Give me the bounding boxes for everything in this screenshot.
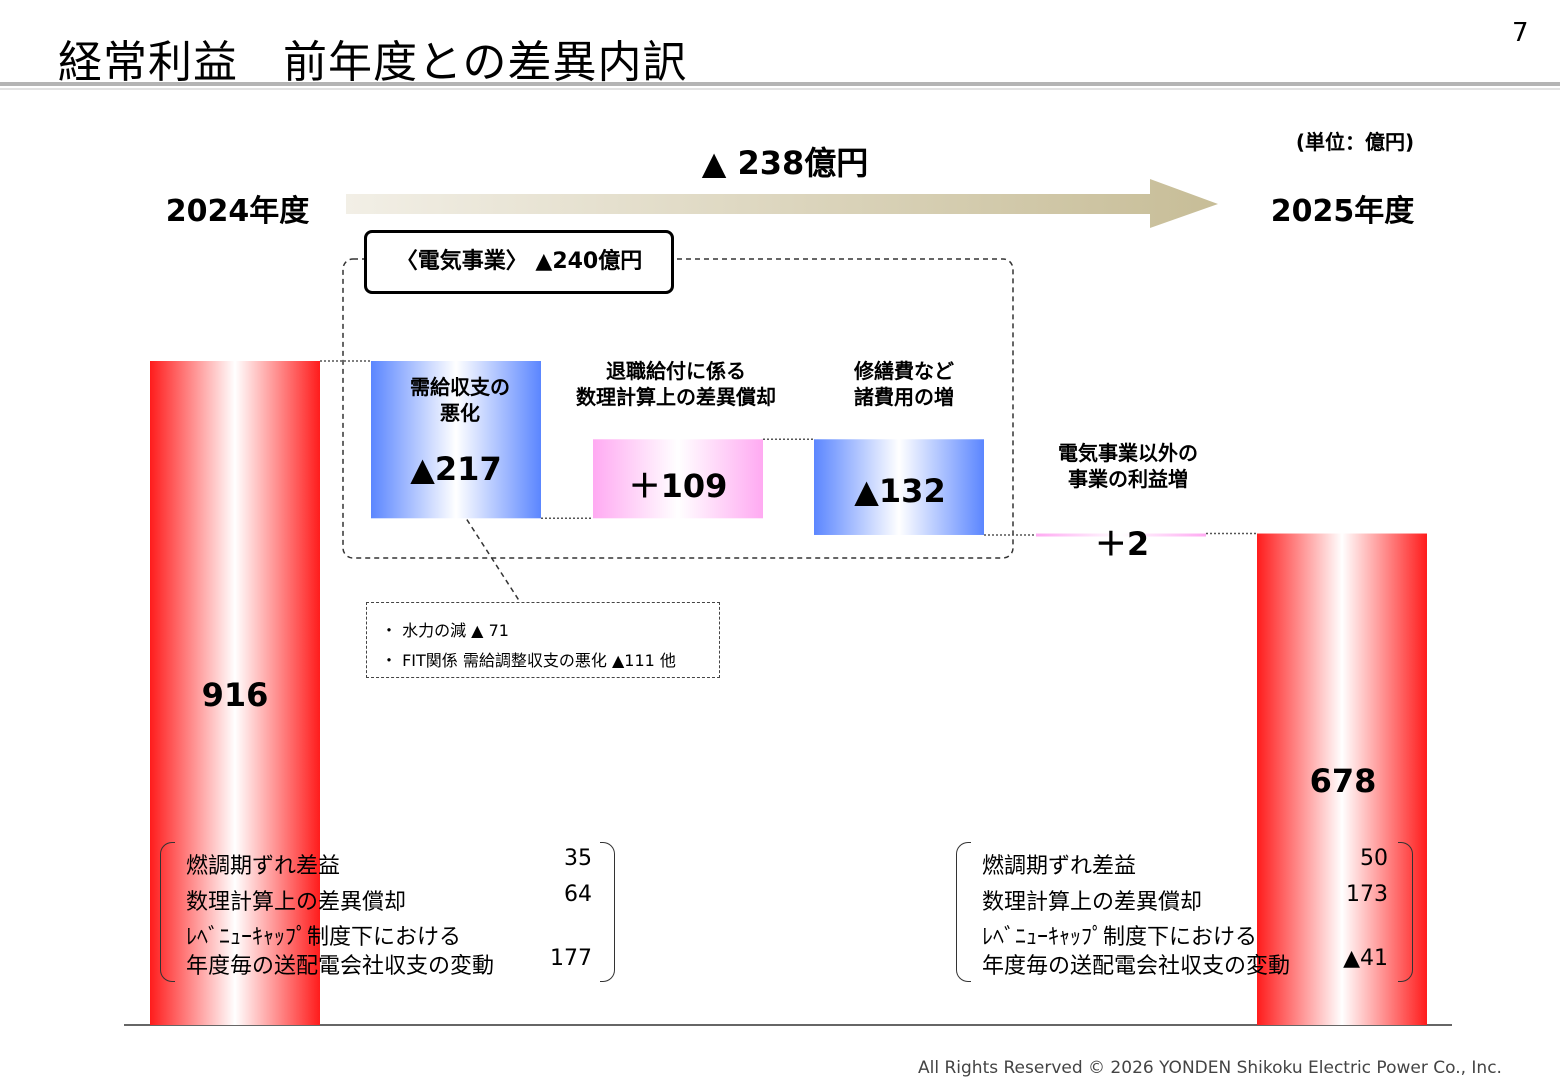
category-label-supply: 需給収支の 悪化 xyxy=(370,374,550,426)
category-label-other-line2: 事業の利益増 xyxy=(1068,467,1188,491)
bar-start xyxy=(150,361,320,1025)
right-breakdown-label-4: 年度毎の送配電会社収支の変動 xyxy=(982,954,1291,979)
value-label-end: 678 xyxy=(1309,762,1377,800)
left-breakdown-value-1: 35 xyxy=(564,846,592,871)
left-breakdown-close-bracket xyxy=(600,842,615,982)
left-breakdown-label-1: 燃調期ずれ差益 xyxy=(186,854,341,879)
bar-end xyxy=(1257,533,1427,1025)
category-label-repair: 修繕費など 諸費用の増 xyxy=(814,358,994,410)
right-breakdown-open-bracket xyxy=(956,842,971,982)
category-label-other-line1: 電気事業以外の xyxy=(1058,441,1198,465)
category-label-supply-line1: 需給収支の xyxy=(410,375,510,399)
category-label-retire-line2: 数理計算上の差異償却 xyxy=(576,385,776,409)
header-divider xyxy=(0,82,1560,86)
left-breakdown-value-4: 177 xyxy=(550,946,592,971)
right-breakdown-value-2: 173 xyxy=(1346,882,1388,907)
left-breakdown-open-bracket xyxy=(160,842,175,982)
left-breakdown-value-2: 64 xyxy=(564,882,592,907)
right-breakdown-label-1: 燃調期ずれ差益 xyxy=(982,854,1137,879)
category-label-repair-line1: 修繕費など xyxy=(854,359,954,383)
unit-label: (単位：億円) xyxy=(1295,130,1415,154)
total-change-label: ▲ 238億円 xyxy=(701,144,869,182)
electric-segment-label: 〈電気事業〉 ▲240億円 xyxy=(364,230,674,294)
electric-segment-frame xyxy=(342,258,1014,559)
bar-supply xyxy=(371,361,541,519)
header-divider-shadow xyxy=(0,88,1560,90)
change-arrow xyxy=(346,179,1218,228)
category-label-repair-line2: 諸費用の増 xyxy=(854,385,954,409)
category-label-retire: 退職給付に係る 数理計算上の差異償却 xyxy=(560,358,792,410)
note-pointer-line xyxy=(461,511,521,603)
left-breakdown-label-3: ﾚﾍﾞﾆｭｰｷｬｯﾌﾟ制度下における xyxy=(186,925,462,950)
value-label-retire: ＋109 xyxy=(628,467,728,505)
value-label-repair: ▲132 xyxy=(854,472,946,510)
year-left-label: 2024年度 xyxy=(165,194,310,229)
right-breakdown-value-1: 50 xyxy=(1360,846,1388,871)
bar-repair xyxy=(814,439,984,535)
left-breakdown-label-4: 年度毎の送配電会社収支の変動 xyxy=(186,954,495,979)
bar-retire xyxy=(593,439,763,519)
year-right-label: 2025年度 xyxy=(1270,194,1415,229)
value-label-other: ＋2 xyxy=(1094,525,1150,563)
category-label-retire-line1: 退職給付に係る xyxy=(606,359,746,383)
right-breakdown-label-2: 数理計算上の差異償却 xyxy=(982,890,1203,915)
copyright-footer: All Rights Reserved © 2026 YONDEN Shikok… xyxy=(918,1058,1502,1078)
left-breakdown-label-2: 数理計算上の差異償却 xyxy=(186,890,407,915)
category-label-supply-line2: 悪化 xyxy=(440,401,480,425)
page-title: 経常利益 前年度との差異内訳 xyxy=(58,37,688,88)
right-breakdown-value-4: ▲41 xyxy=(1343,946,1388,971)
note-line-fit: ・ FIT関係 需給調整収支の悪化 ▲111 他 xyxy=(381,651,676,670)
right-breakdown-label-3: ﾚﾍﾞﾆｭｰｷｬｯﾌﾟ制度下における xyxy=(982,925,1258,950)
page-number: 7 xyxy=(1512,18,1529,48)
value-label-supply: ▲217 xyxy=(410,450,502,488)
value-label-start: 916 xyxy=(201,676,269,714)
bar-other xyxy=(1036,533,1206,537)
right-breakdown-close-bracket xyxy=(1398,842,1413,982)
supply-detail-note: ・ 水力の減 ▲ 71 ・ FIT関係 需給調整収支の悪化 ▲111 他 xyxy=(366,602,720,678)
note-line-hydro: ・ 水力の減 ▲ 71 xyxy=(381,621,509,640)
category-label-other: 電気事業以外の 事業の利益増 xyxy=(1032,440,1224,492)
